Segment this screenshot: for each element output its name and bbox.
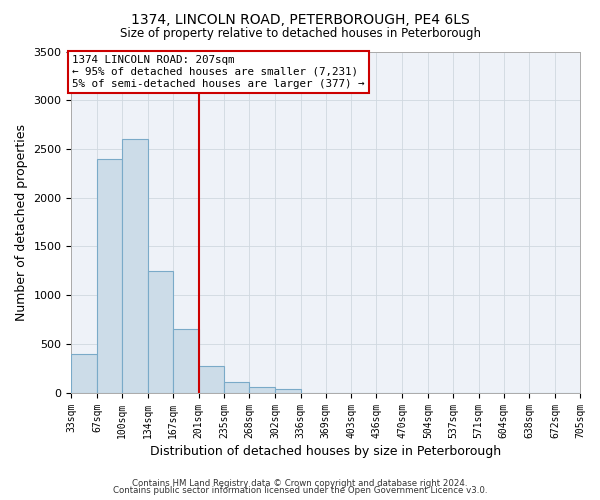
Text: Size of property relative to detached houses in Peterborough: Size of property relative to detached ho… xyxy=(119,28,481,40)
Y-axis label: Number of detached properties: Number of detached properties xyxy=(15,124,28,320)
Bar xyxy=(122,139,148,392)
X-axis label: Distribution of detached houses by size in Peterborough: Distribution of detached houses by size … xyxy=(150,444,501,458)
Bar xyxy=(249,386,275,392)
Bar xyxy=(71,354,97,393)
Bar xyxy=(224,382,249,392)
Text: 1374, LINCOLN ROAD, PETERBOROUGH, PE4 6LS: 1374, LINCOLN ROAD, PETERBOROUGH, PE4 6L… xyxy=(131,12,469,26)
Bar xyxy=(275,388,301,392)
Bar xyxy=(97,158,122,392)
Text: Contains HM Land Registry data © Crown copyright and database right 2024.: Contains HM Land Registry data © Crown c… xyxy=(132,478,468,488)
Bar xyxy=(173,329,199,392)
Bar xyxy=(199,366,224,392)
Text: 1374 LINCOLN ROAD: 207sqm
← 95% of detached houses are smaller (7,231)
5% of sem: 1374 LINCOLN ROAD: 207sqm ← 95% of detac… xyxy=(72,56,365,88)
Bar xyxy=(148,271,173,392)
Text: Contains public sector information licensed under the Open Government Licence v3: Contains public sector information licen… xyxy=(113,486,487,495)
